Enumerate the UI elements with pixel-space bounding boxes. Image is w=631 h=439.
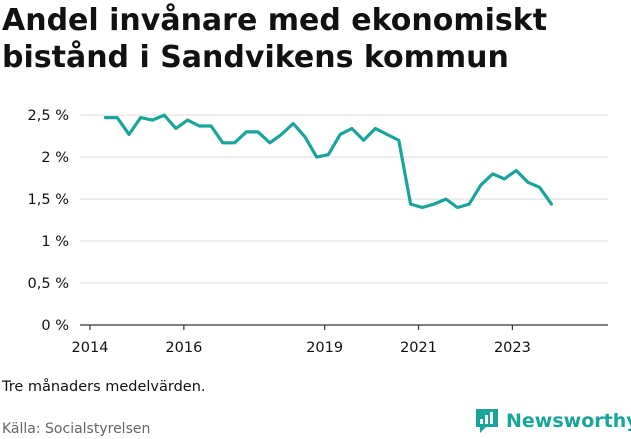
y-tick-label: 2 % [41,150,69,166]
newsworthy-logo-icon [476,409,498,433]
chart-title: Andel invånare med ekonomiskt bistånd i … [2,2,622,76]
x-tick-label: 2021 [400,340,437,356]
line-chart: 0 % 0,5 % 1 % 1,5 % 2 % 2,5 % 2014 2016 2019 2021… [28,108,608,356]
chart-title-line-1: Andel invånare med ekonomiskt [2,3,548,38]
y-tick-label: 0 % [41,318,69,334]
x-tick-label: 2014 [72,340,109,356]
chart-note: Tre månaders medelvärden. [2,379,206,395]
newsworthy-logo[interactable]: Newsworthy [474,407,631,435]
x-tick-label: 2019 [306,340,343,356]
y-tick-label: 1 % [41,234,69,250]
y-tick-label: 1,5 % [28,192,69,208]
x-tick-label: 2016 [165,340,202,356]
y-tick-label: 2,5 % [28,108,69,124]
source-text: Källa: Socialstyrelsen [2,421,151,437]
x-tick-label: 2023 [494,340,531,356]
brand-name: Newsworthy [506,410,631,432]
y-tick-label: 0,5 % [28,276,69,292]
chart-title-line-2: bistånd i Sandvikens kommun [2,40,509,75]
data-series-line [103,113,554,210]
